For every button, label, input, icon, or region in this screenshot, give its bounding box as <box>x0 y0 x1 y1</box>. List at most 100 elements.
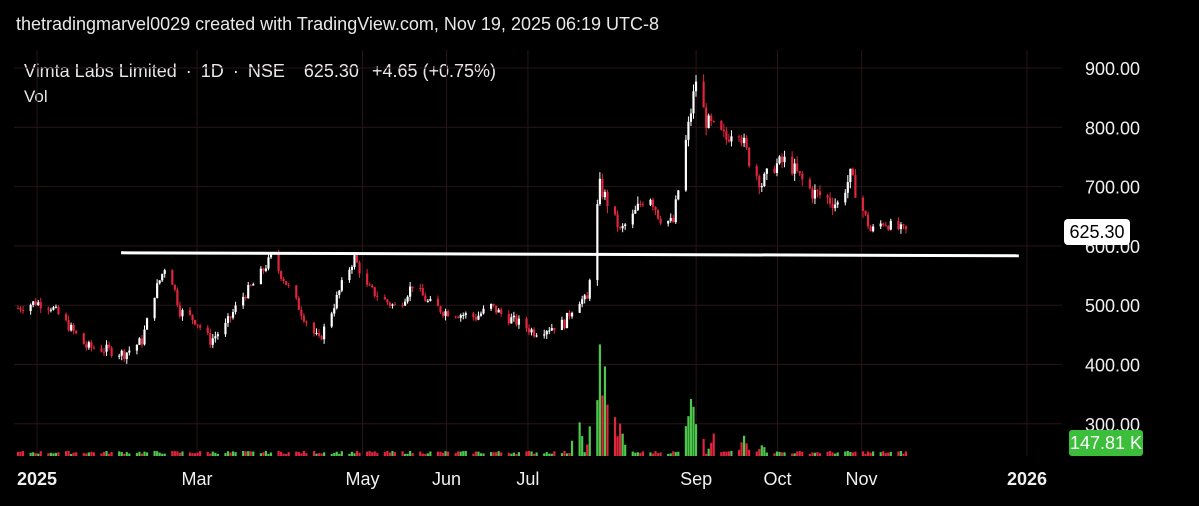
volume-bar <box>710 442 713 456</box>
candle-body <box>391 304 394 306</box>
volume-bar <box>457 451 460 456</box>
y-tick-label: 800.00 <box>1085 118 1140 138</box>
candle-body <box>110 347 113 356</box>
candle-body <box>565 312 569 329</box>
candle-body <box>424 295 427 302</box>
candle-body <box>581 299 584 304</box>
volume-bar <box>712 433 715 456</box>
candle-body <box>773 168 776 174</box>
volume-bar <box>897 451 900 456</box>
candle-body <box>280 271 283 279</box>
candle-body <box>882 223 885 226</box>
volume-bar <box>606 404 609 456</box>
volume-bar <box>406 453 409 456</box>
candle-body <box>525 318 528 329</box>
volume-bar <box>173 451 176 456</box>
candle-body <box>287 285 290 287</box>
candle-body <box>649 199 652 205</box>
volume-bar <box>563 450 566 456</box>
candle-body <box>687 121 690 140</box>
volume-bar <box>156 451 159 456</box>
volume-bar <box>882 451 885 456</box>
volume-bar <box>178 452 182 456</box>
volume-bar <box>482 453 485 456</box>
candle-body <box>836 202 839 205</box>
candle-body <box>831 203 834 209</box>
volume-bar <box>737 449 741 456</box>
volume-bar <box>829 451 832 456</box>
candle-body <box>29 304 32 311</box>
volume-bar <box>128 453 131 456</box>
candle-body <box>684 139 687 191</box>
candle-body <box>624 224 627 226</box>
candle-body <box>173 284 176 290</box>
candle-body <box>156 283 159 298</box>
candle-body <box>722 129 725 132</box>
volume-bar <box>479 453 483 456</box>
volume-bar <box>421 453 424 456</box>
candle-body <box>247 285 250 299</box>
candle-body <box>426 300 429 302</box>
volume-legend[interactable]: Vol <box>24 87 48 106</box>
volume-bar <box>118 451 121 456</box>
volume-bar <box>760 445 763 456</box>
candle-body <box>677 190 680 200</box>
volume-bar <box>37 453 40 456</box>
volume-bar <box>535 452 538 456</box>
candle-body <box>760 186 763 188</box>
volume-bar <box>49 452 52 456</box>
candle-body <box>861 197 865 211</box>
volume-tag: 147.81 K <box>1069 430 1143 456</box>
candle-body <box>305 321 308 323</box>
volume-bar <box>64 451 68 456</box>
volume-bar <box>758 449 761 456</box>
volume-bar <box>497 451 500 456</box>
volume-bar <box>548 453 551 456</box>
volume-bar <box>85 453 88 456</box>
volume-bar <box>340 451 343 456</box>
candle-body <box>692 91 695 114</box>
price-change: +4.65 (+0.75%) <box>371 61 497 81</box>
volume-bar <box>740 442 743 456</box>
symbol-legend[interactable]: Vimta Labs Limited · 1D · NSE 625.30 +4.… <box>24 61 496 82</box>
volume-bar <box>391 450 394 456</box>
candle-body <box>479 313 483 316</box>
candle-body <box>64 314 68 321</box>
volume-bar <box>672 451 675 456</box>
volume-bar <box>426 453 429 456</box>
candle-body <box>527 328 531 333</box>
volume-bar <box>323 452 326 456</box>
volume-bar <box>869 452 872 456</box>
volume-bar <box>429 451 432 456</box>
candle-body <box>904 225 908 230</box>
interval-label: 1D <box>200 61 224 81</box>
candle-body <box>583 295 586 300</box>
candle-body <box>775 163 779 174</box>
candle-body <box>229 316 232 318</box>
y-tick-label: 700.00 <box>1085 178 1140 198</box>
volume-bar <box>836 452 839 456</box>
volume-bar <box>545 452 548 456</box>
candle-body <box>490 303 493 309</box>
volume-bar <box>209 453 212 456</box>
volume-bar <box>280 451 283 456</box>
volume-bar <box>16 451 20 456</box>
candle-body <box>879 223 882 227</box>
candle-body <box>403 301 407 306</box>
volume-bar <box>330 453 333 456</box>
candle-body <box>333 308 336 314</box>
candle-body <box>702 81 705 108</box>
candle-body <box>105 344 108 352</box>
candle-body <box>181 310 184 317</box>
volume-bar <box>694 424 698 456</box>
volume-bar <box>262 452 265 456</box>
volume-bar <box>82 453 85 456</box>
candle-body <box>560 319 564 331</box>
candle-body <box>826 195 829 198</box>
volume-bar <box>102 451 106 456</box>
candle-body <box>161 273 164 281</box>
volume-bar <box>388 452 391 456</box>
volume-bar <box>32 452 35 456</box>
candle-body <box>674 199 677 223</box>
